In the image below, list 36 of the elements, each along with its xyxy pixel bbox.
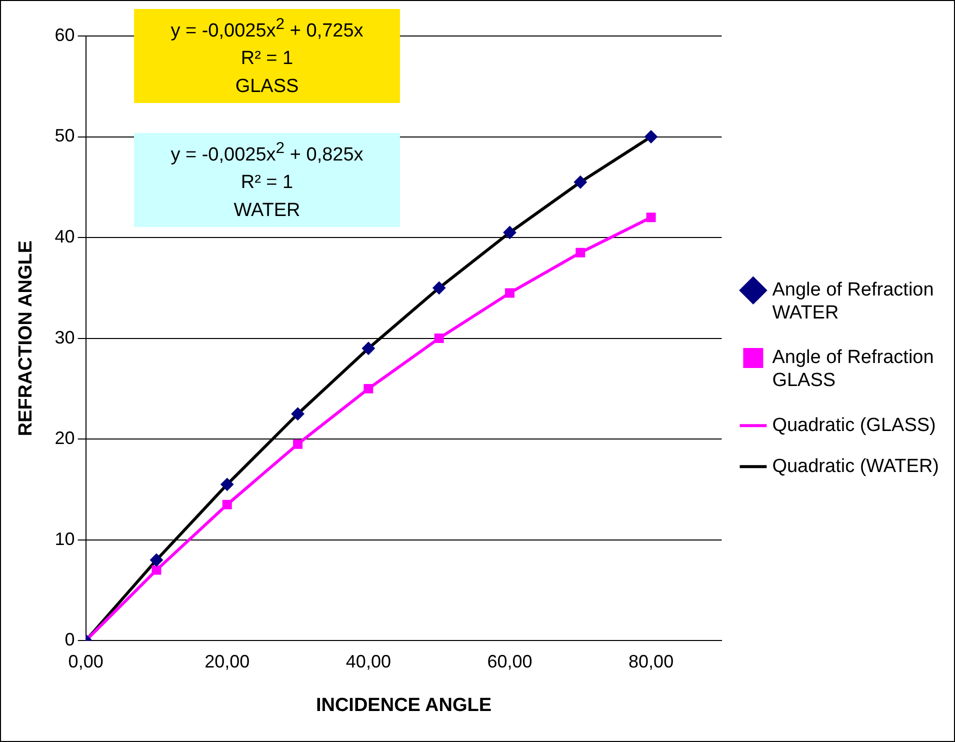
x-tick-label: 40,00	[346, 651, 391, 672]
x-tick-label: 0,00	[68, 651, 104, 672]
y-tick-label: 40	[54, 226, 75, 246]
x-tick-label: 60,00	[487, 651, 532, 672]
point	[576, 248, 586, 258]
y-tick-label: 60	[54, 24, 75, 45]
y-tick-label: 30	[54, 327, 75, 348]
point	[503, 226, 516, 239]
point	[222, 500, 232, 510]
y-axis-title: REFRACTION ANGLE	[16, 240, 37, 436]
x-tick-label: 80,00	[628, 651, 674, 672]
y-tick-label: 10	[54, 528, 75, 549]
x-axis-title: INCIDENCE ANGLE	[316, 694, 492, 716]
point	[152, 565, 162, 575]
y-tick-label: 50	[54, 126, 75, 146]
legend-label: Angle of Refraction GLASS	[772, 347, 934, 392]
formula-box: y = -0,0025x$^{2}$ + 0,825x R² = 1 WATER	[134, 133, 400, 228]
point	[505, 288, 514, 298]
point	[293, 439, 303, 449]
point	[220, 478, 234, 491]
point	[364, 384, 374, 394]
legend-label: Angle of Refraction WATER	[772, 280, 934, 324]
legend-label: Quadratic (GLASS)	[772, 414, 936, 436]
y-tick-label: 0	[64, 630, 75, 650]
point	[434, 334, 444, 344]
point	[150, 553, 163, 566]
x-tick-label: 20,00	[204, 651, 250, 672]
point	[574, 176, 587, 189]
point	[291, 407, 304, 420]
formula-box: y = -0,0025x$^{2}$ + 0,725x R² = 1 GLASS	[134, 9, 400, 104]
point	[432, 281, 446, 294]
y-tick-label: 20	[54, 428, 75, 448]
point	[362, 342, 375, 355]
point	[646, 212, 656, 222]
legend-label: Quadratic (WATER)	[772, 456, 940, 477]
point	[644, 130, 658, 144]
